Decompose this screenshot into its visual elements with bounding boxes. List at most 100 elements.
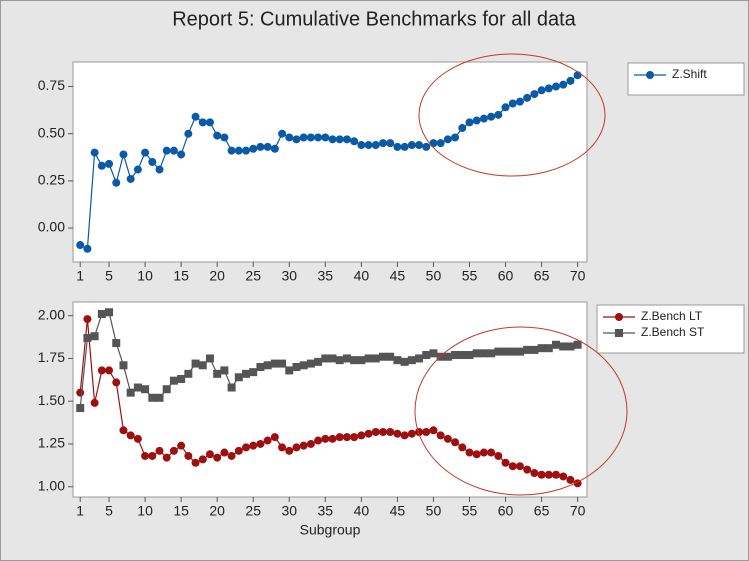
marker	[415, 428, 424, 436]
marker	[148, 451, 157, 460]
marker	[552, 470, 561, 479]
marker	[393, 142, 402, 151]
marker	[487, 349, 496, 358]
marker	[523, 93, 532, 102]
marker	[342, 135, 351, 144]
marker	[263, 361, 272, 370]
marker	[184, 129, 193, 138]
y-tick-label: 1.25	[38, 435, 65, 451]
y-tick-label: 0.50	[38, 124, 65, 140]
legend-label: Z.Bench LT	[641, 309, 703, 323]
marker	[400, 357, 409, 366]
marker	[97, 309, 106, 318]
marker	[90, 398, 99, 407]
x-tick-label: 25	[245, 268, 261, 284]
marker	[537, 344, 546, 353]
marker	[335, 433, 344, 442]
marker	[393, 429, 402, 438]
x-tick-label: 40	[354, 268, 370, 284]
legend-label: Z.Bench ST	[641, 325, 705, 339]
marker	[537, 86, 546, 95]
marker	[566, 342, 575, 351]
marker	[335, 135, 344, 144]
marker	[292, 135, 301, 144]
marker	[162, 385, 171, 394]
marker	[242, 369, 251, 378]
marker	[306, 133, 315, 142]
annotation-ellipse	[418, 53, 606, 177]
marker	[285, 366, 294, 375]
x-tick-label: 5	[105, 503, 113, 519]
marker	[494, 110, 503, 119]
marker	[407, 356, 416, 365]
marker	[105, 308, 114, 317]
marker	[328, 354, 337, 363]
x-tick-label: 15	[173, 268, 189, 284]
x-tick-label: 10	[137, 268, 153, 284]
x-axis-label: Subgroup	[300, 522, 361, 538]
marker	[220, 133, 229, 142]
marker	[487, 112, 496, 121]
marker	[162, 453, 171, 462]
marker	[523, 345, 532, 354]
marker	[242, 443, 251, 452]
marker	[429, 349, 438, 358]
marker	[119, 150, 128, 159]
marker	[205, 354, 214, 363]
marker	[227, 451, 236, 460]
marker	[299, 441, 308, 450]
legend-marker	[646, 71, 654, 79]
marker	[177, 441, 186, 450]
legend-marker	[615, 329, 623, 337]
marker	[443, 352, 452, 361]
marker	[566, 475, 575, 484]
marker	[97, 161, 106, 170]
marker	[378, 352, 387, 361]
marker	[220, 448, 229, 457]
marker	[148, 158, 157, 166]
marker	[126, 431, 135, 440]
marker	[364, 141, 373, 150]
marker	[249, 368, 258, 377]
marker	[479, 448, 488, 457]
marker	[342, 354, 351, 363]
x-tick-label: 50	[426, 268, 442, 284]
marker	[263, 142, 272, 151]
marker	[415, 141, 424, 150]
marker	[133, 165, 142, 174]
marker	[515, 462, 524, 471]
marker	[342, 433, 351, 442]
marker	[559, 342, 568, 351]
marker	[479, 349, 488, 358]
marker	[487, 448, 496, 457]
x-tick-label: 15	[173, 503, 189, 519]
marker	[357, 141, 366, 150]
marker	[321, 133, 330, 142]
marker	[270, 359, 279, 368]
marker	[112, 378, 121, 387]
marker	[530, 469, 539, 478]
marker	[198, 361, 207, 370]
x-tick-label: 30	[281, 503, 297, 519]
marker	[263, 436, 272, 445]
marker	[278, 359, 287, 368]
marker	[119, 361, 128, 370]
marker	[162, 146, 171, 155]
marker	[472, 349, 481, 358]
marker	[472, 116, 481, 125]
y-tick-label: 2.00	[38, 306, 65, 322]
marker	[105, 159, 114, 168]
marker	[552, 82, 561, 91]
marker	[436, 431, 445, 440]
annotation-ellipse	[414, 326, 628, 496]
marker	[451, 133, 460, 142]
marker	[443, 434, 452, 443]
marker	[328, 135, 337, 144]
marker	[458, 351, 467, 360]
marker	[422, 142, 431, 151]
marker	[141, 451, 150, 460]
marker	[177, 150, 186, 159]
x-tick-label: 45	[390, 268, 406, 284]
marker	[443, 135, 452, 144]
marker	[227, 146, 236, 155]
